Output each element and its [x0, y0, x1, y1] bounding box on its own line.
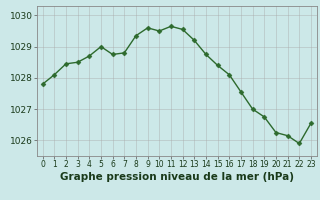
X-axis label: Graphe pression niveau de la mer (hPa): Graphe pression niveau de la mer (hPa) — [60, 172, 294, 182]
